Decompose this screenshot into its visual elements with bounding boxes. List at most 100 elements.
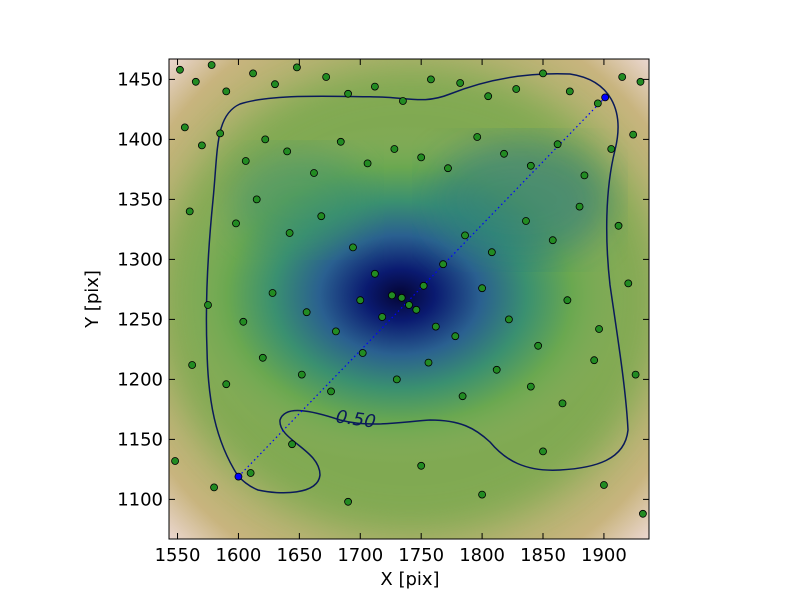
point	[593, 99, 602, 108]
point	[241, 157, 250, 165]
point	[344, 497, 352, 506]
point	[216, 129, 225, 138]
point	[600, 481, 608, 489]
point	[392, 375, 401, 384]
point	[176, 65, 184, 74]
point	[417, 461, 426, 470]
y-tick-label: 1350	[117, 189, 163, 210]
point	[461, 231, 469, 240]
point	[439, 260, 448, 269]
point	[197, 141, 206, 150]
point	[327, 387, 335, 396]
x-tick-label: 1800	[459, 545, 505, 566]
point	[629, 130, 638, 139]
point	[500, 149, 508, 158]
point	[258, 353, 267, 362]
point	[246, 469, 255, 477]
point	[590, 356, 599, 365]
point	[504, 315, 513, 324]
point	[636, 77, 645, 86]
x-axis-label: X [pix]	[380, 569, 439, 590]
point	[553, 140, 562, 149]
y-tick-label: 1450	[117, 69, 163, 90]
point	[614, 221, 623, 230]
point	[358, 349, 367, 357]
point	[370, 82, 379, 91]
point	[363, 159, 372, 168]
point	[249, 69, 257, 78]
point	[451, 332, 460, 341]
point	[336, 137, 345, 146]
y-tick-label: 1150	[117, 429, 163, 450]
point	[487, 248, 496, 257]
point	[317, 212, 326, 221]
density-map	[169, 59, 649, 539]
point	[180, 123, 189, 132]
point	[322, 73, 331, 81]
y-axis-label: Y [pix]	[82, 270, 103, 329]
point	[417, 153, 426, 162]
point	[427, 75, 435, 84]
point	[232, 219, 240, 228]
point	[412, 305, 421, 314]
point	[285, 229, 294, 237]
point	[575, 202, 584, 211]
point	[601, 93, 610, 102]
point	[618, 73, 627, 81]
point	[252, 195, 261, 204]
point	[297, 370, 306, 379]
point	[191, 77, 200, 86]
point	[548, 236, 557, 245]
point	[302, 308, 311, 317]
point	[558, 399, 567, 408]
point	[283, 147, 292, 156]
y-tick-label: 1250	[117, 309, 163, 330]
x-tick-label: 1750	[398, 545, 444, 566]
point	[631, 370, 640, 379]
point	[185, 207, 194, 216]
point	[484, 92, 493, 101]
point	[388, 291, 396, 300]
point	[563, 296, 572, 305]
point	[607, 145, 616, 153]
point	[349, 243, 357, 252]
point	[397, 293, 406, 302]
point	[234, 472, 243, 481]
point	[526, 382, 535, 391]
y-tick-label: 1200	[117, 369, 163, 390]
point	[188, 361, 197, 369]
point	[222, 87, 231, 96]
point	[419, 281, 428, 290]
y-tick-label: 1100	[117, 489, 163, 510]
point	[171, 457, 179, 465]
point	[210, 483, 218, 492]
point	[639, 509, 647, 518]
point	[261, 135, 270, 144]
point	[204, 301, 212, 309]
point	[356, 296, 365, 305]
point	[512, 85, 521, 93]
point	[222, 380, 231, 389]
point	[370, 269, 379, 278]
point	[539, 447, 547, 456]
point	[310, 169, 318, 177]
point	[458, 392, 467, 401]
point	[332, 327, 340, 336]
x-tick-label: 1700	[337, 545, 383, 566]
point	[207, 61, 216, 69]
point	[478, 490, 486, 499]
point	[580, 171, 589, 180]
x-tick-label: 1900	[581, 545, 627, 566]
point	[478, 284, 486, 293]
point	[444, 164, 452, 173]
y-tick-label: 1400	[117, 129, 163, 150]
x-tick-label: 1650	[276, 545, 322, 566]
point	[399, 97, 407, 105]
point	[565, 87, 574, 96]
point	[239, 317, 248, 326]
point	[595, 325, 603, 333]
plot-frame	[168, 58, 650, 540]
marks	[171, 61, 647, 518]
point	[473, 133, 482, 141]
